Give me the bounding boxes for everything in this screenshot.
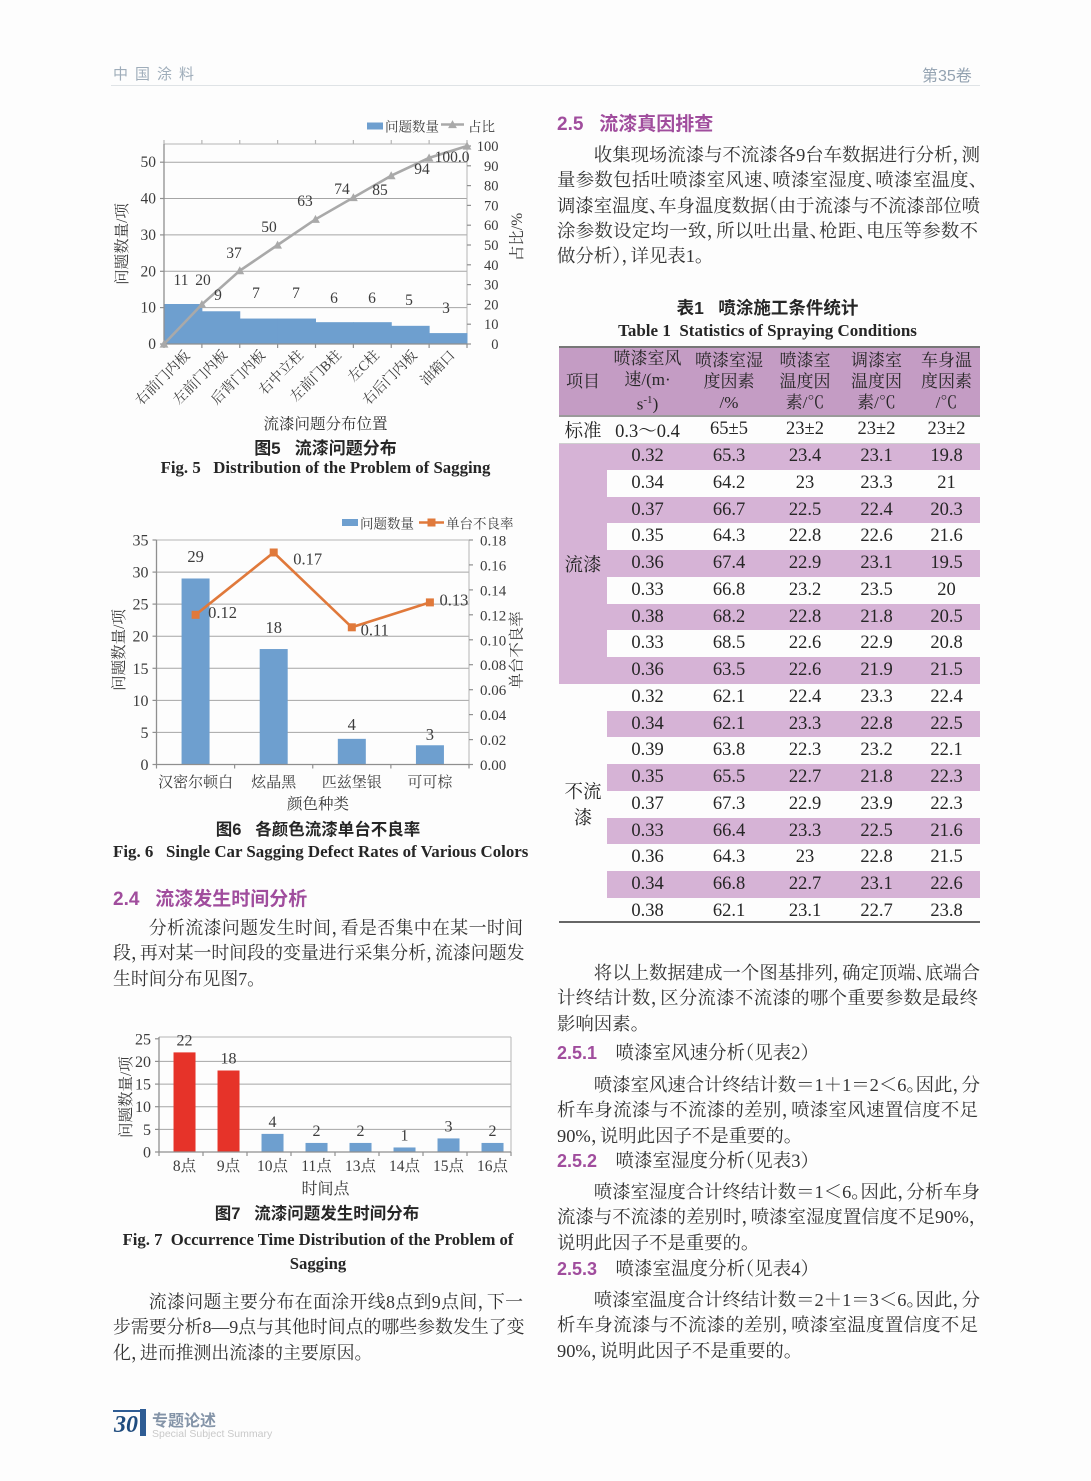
svg-text:0.16: 0.16 [480,558,507,574]
svg-text:0.11: 0.11 [361,620,389,639]
svg-text:可可棕: 可可棕 [407,773,453,791]
svg-text:0.00: 0.00 [480,758,506,774]
svg-text:2: 2 [489,1123,497,1140]
svg-text:单台不良率: 单台不良率 [446,517,514,532]
svg-text:20: 20 [484,297,499,313]
svg-text:40: 40 [141,191,157,208]
svg-text:63: 63 [297,193,313,210]
svg-text:9: 9 [214,287,222,304]
svg-text:85: 85 [372,182,388,199]
svg-text:13点: 13点 [345,1157,377,1175]
svg-text:3: 3 [426,725,434,744]
svg-text:0: 0 [141,757,149,774]
svg-text:3: 3 [445,1118,453,1135]
svg-text:100.0: 100.0 [435,149,470,166]
svg-text:15: 15 [135,1077,151,1094]
svg-text:15: 15 [133,661,149,678]
svg-text:10点: 10点 [257,1157,289,1175]
svg-text:5: 5 [143,1122,151,1139]
svg-text:14点: 14点 [389,1157,421,1175]
svg-text:4: 4 [269,1114,277,1131]
svg-text:8点: 8点 [173,1157,197,1175]
svg-text:30: 30 [484,278,499,294]
svg-text:问题数量: 问题数量 [385,119,439,135]
svg-text:20: 20 [195,272,211,289]
svg-text:30: 30 [141,227,157,244]
svg-text:3: 3 [442,300,450,317]
svg-text:5: 5 [141,725,149,742]
svg-text:0.12: 0.12 [208,603,237,622]
svg-text:10: 10 [133,693,149,710]
svg-text:炫晶黑: 炫晶黑 [251,774,297,791]
svg-text:0.12: 0.12 [480,608,506,624]
svg-text:11: 11 [174,272,189,289]
svg-text:90: 90 [484,159,499,175]
svg-text:0.17: 0.17 [293,550,322,569]
svg-text:20: 20 [133,629,149,646]
svg-text:74: 74 [334,181,350,198]
svg-text:10: 10 [141,300,157,317]
svg-text:0.13: 0.13 [439,590,468,609]
svg-text:6: 6 [368,290,376,307]
svg-text:60: 60 [484,218,499,234]
svg-text:7: 7 [292,285,300,302]
svg-text:0: 0 [148,336,156,353]
svg-text:0.18: 0.18 [480,534,506,550]
svg-text:50: 50 [141,154,157,171]
svg-text:16点: 16点 [477,1157,509,1175]
svg-text:18: 18 [265,618,282,637]
svg-text:11点: 11点 [301,1157,332,1175]
svg-text:0.14: 0.14 [480,583,507,599]
svg-text:50: 50 [484,238,499,254]
svg-text:2: 2 [357,1123,365,1140]
svg-text:18: 18 [221,1051,237,1068]
svg-text:0.08: 0.08 [480,658,506,674]
svg-text:50: 50 [261,219,277,236]
svg-text:单台不良率: 单台不良率 [508,611,526,689]
svg-text:10: 10 [484,317,499,333]
svg-text:37: 37 [226,245,242,262]
svg-text:20: 20 [141,263,157,280]
svg-text:20: 20 [135,1054,151,1071]
svg-text:2: 2 [313,1123,321,1140]
svg-text:22: 22 [177,1032,193,1049]
svg-text:10: 10 [135,1099,151,1116]
svg-text:29: 29 [187,547,204,566]
svg-text:80: 80 [484,179,499,195]
svg-text:问题数量: 问题数量 [360,516,414,532]
svg-text:5: 5 [405,292,413,309]
svg-text:问题数量/项: 问题数量/项 [110,609,128,691]
svg-text:9点: 9点 [217,1157,241,1175]
svg-text:40: 40 [484,258,499,274]
svg-text:0.02: 0.02 [480,733,506,749]
svg-text:问题数量/项: 问题数量/项 [113,203,131,285]
svg-text:匹兹堡银: 匹兹堡银 [322,774,382,791]
svg-text:占比/%: 占比/% [508,213,526,261]
svg-text:25: 25 [135,1031,151,1048]
svg-text:15点: 15点 [433,1157,465,1175]
svg-text:占比: 占比 [468,119,495,135]
svg-text:0.04: 0.04 [480,708,507,724]
svg-text:70: 70 [484,198,499,214]
svg-text:左C柱: 左C柱 [344,347,382,385]
svg-text:0: 0 [491,337,498,353]
svg-text:汉密尔顿白: 汉密尔顿白 [158,774,233,791]
svg-text:7: 7 [252,285,260,302]
svg-text:油箱口: 油箱口 [417,347,459,389]
svg-text:30: 30 [133,565,149,582]
svg-text:94: 94 [414,161,430,178]
svg-text:0.06: 0.06 [480,683,507,699]
svg-text:0.10: 0.10 [480,633,506,649]
svg-text:6: 6 [330,290,338,307]
svg-text:1: 1 [401,1128,409,1145]
svg-text:4: 4 [348,715,356,734]
svg-text:35: 35 [133,533,149,550]
svg-text:100: 100 [477,139,499,155]
svg-text:25: 25 [133,597,149,614]
svg-text:0: 0 [143,1145,151,1162]
